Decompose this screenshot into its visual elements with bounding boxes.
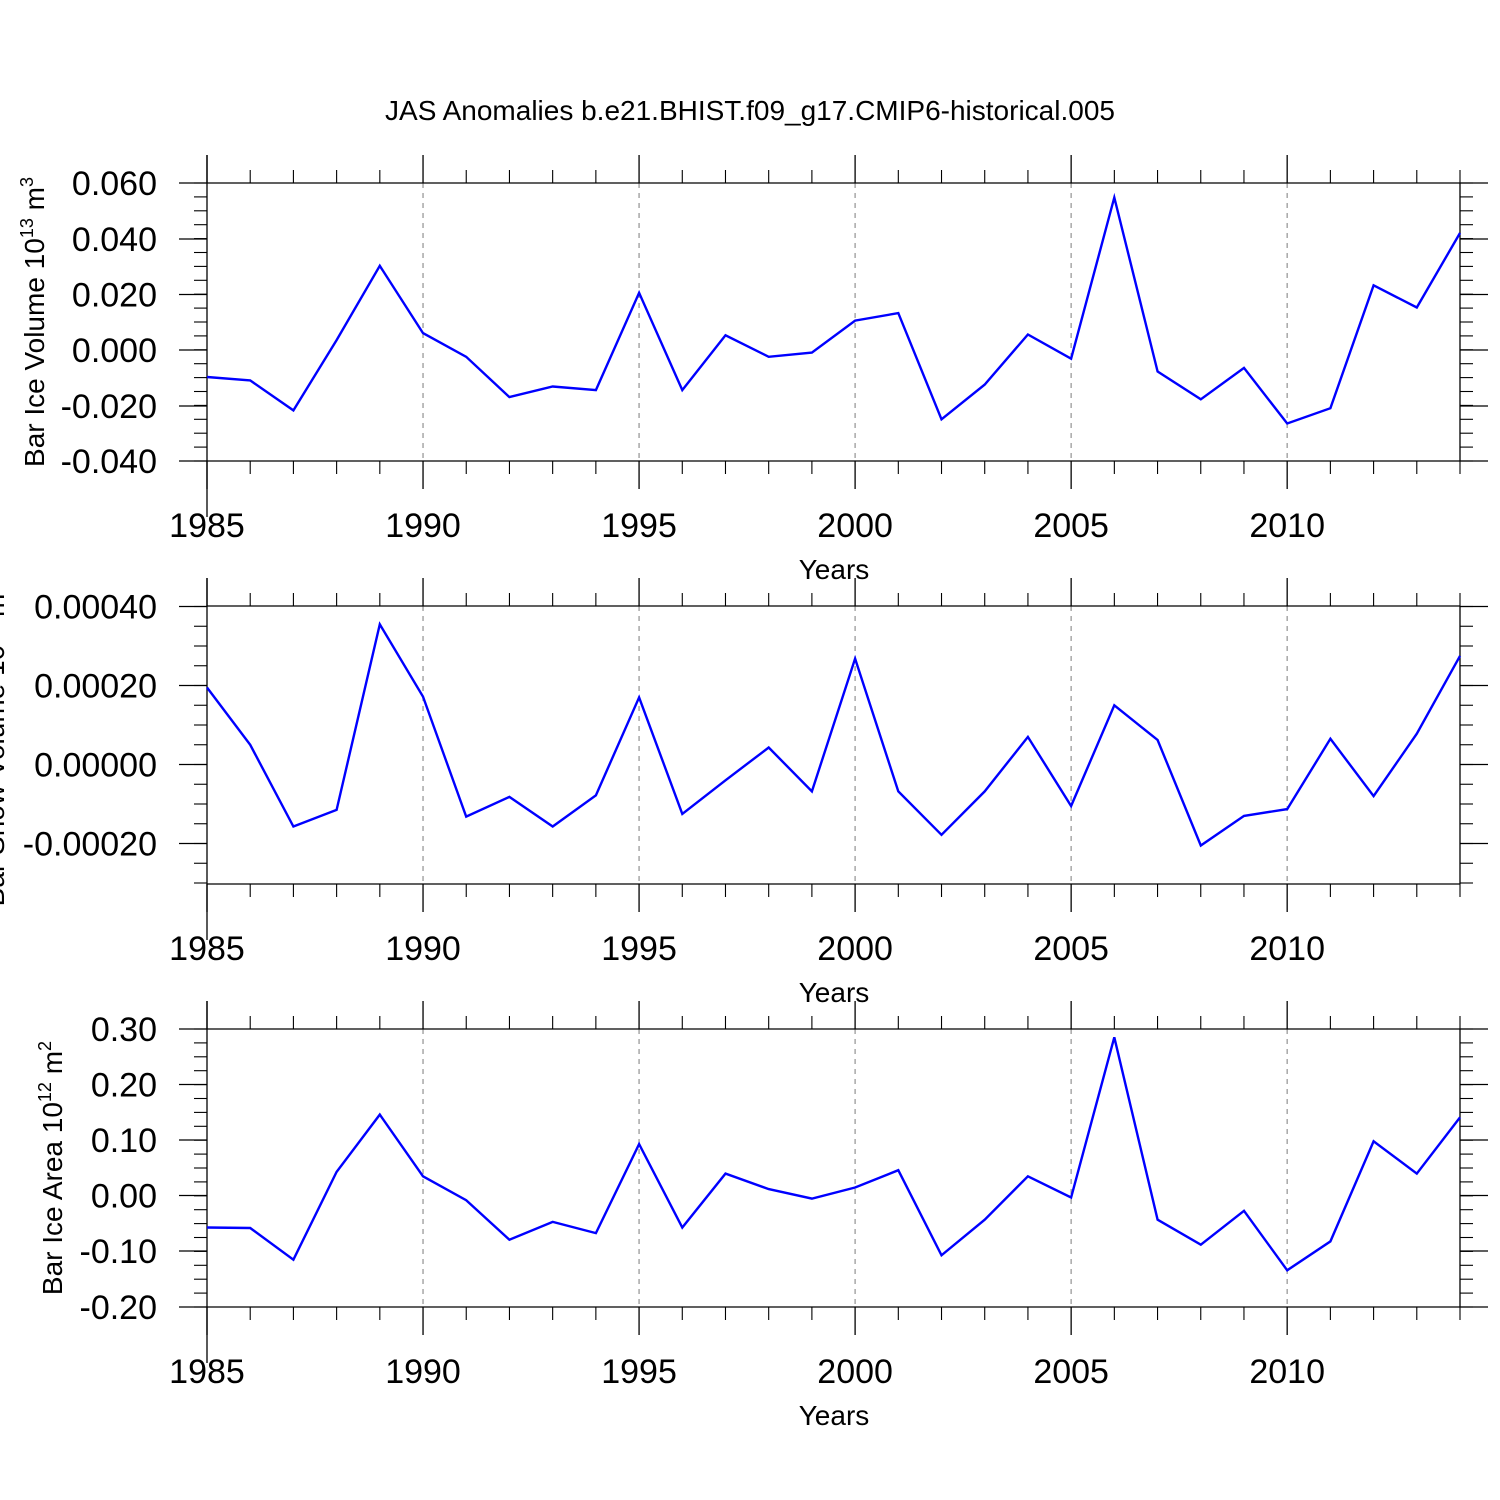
y-tick-label: 0.00000 [34, 747, 157, 785]
y-tick-label: -0.20 [80, 1289, 158, 1327]
y-tick-label: 0.30 [91, 1011, 157, 1049]
x-tick-label: 2005 [1033, 1353, 1109, 1391]
y-axis-title: Bar Ice Volume 1013 m3 [17, 177, 50, 467]
x-tick-label: 2005 [1033, 507, 1109, 545]
x-tick-label: 1990 [385, 930, 461, 968]
y-tick-label: 0.000 [72, 332, 157, 370]
series-line [206, 621, 1462, 848]
y-axis-title-unit: m [19, 187, 50, 218]
x-tick-label: 1985 [169, 507, 245, 545]
x-axis-title: Years [799, 977, 870, 1008]
series-line [206, 1036, 1461, 1272]
y-tick-label: 0.20 [91, 1067, 157, 1105]
y-axis-title: Bar Ice Area 1012 m2 [35, 1041, 68, 1295]
x-tick-label: 1990 [385, 1353, 461, 1391]
y-tick-label: 0.00 [91, 1178, 157, 1216]
x-tick-label: 2000 [817, 1353, 893, 1391]
y-tick-label: 0.00020 [34, 668, 157, 706]
panels: 1985 1990 1995 2000 2005 2010 Years -0.040 -0.02… [0, 155, 1488, 1431]
x-tick-label: 1995 [601, 930, 677, 968]
y-axis-title-text: Bar Snow Volume 10 [0, 645, 10, 907]
title-mask-top [0, 560, 22, 590]
y-tick-label: -0.10 [80, 1233, 158, 1271]
x-tick-label: 2005 [1033, 930, 1109, 968]
figure-title: JAS Anomalies b.e21.BHIST.f09_g17.CMIP6-… [385, 95, 1115, 126]
y-axis-title-text: Bar Ice Area 10 [37, 1102, 68, 1295]
title-mask-bottom [0, 905, 22, 925]
y-axis-title-unit: m [37, 1051, 68, 1082]
x-tick-label: 1985 [169, 930, 245, 968]
y-tick-label: -0.020 [61, 388, 157, 426]
x-tick-label: 1995 [601, 507, 677, 545]
y-tick-label: 0.00040 [34, 589, 157, 627]
panel-3: 1985 1990 1995 2000 2005 2010 Years -0.20 -0.10 0… [35, 1001, 1488, 1431]
panel-1: 1985 1990 1995 2000 2005 2010 Years -0.040 -0.02… [17, 155, 1488, 585]
y-axis-title-unit-exponent: 2 [35, 1041, 55, 1051]
x-tick-label: 1995 [601, 1353, 677, 1391]
series-line [206, 192, 1462, 425]
y-axis-title: Bar Snow Volume 1013 m3 [0, 584, 10, 907]
x-tick-label: 1990 [385, 507, 461, 545]
panel-2: 1985 1990 1995 2000 2005 2010 Years -0.00020 0.0… [0, 578, 1488, 1008]
x-tick-label: 2000 [817, 930, 893, 968]
y-axis-title-unit: m [0, 594, 10, 625]
y-tick-label: 0.060 [72, 165, 157, 203]
y-tick-label: -0.00020 [23, 826, 157, 864]
x-tick-label: 2010 [1249, 1353, 1325, 1391]
x-tick-label: 1985 [169, 1353, 245, 1391]
x-axis-title: Years [799, 1400, 870, 1431]
y-tick-label: 0.020 [72, 277, 157, 315]
x-tick-label: 2010 [1249, 507, 1325, 545]
y-axis-title-exponent: 12 [35, 1082, 55, 1102]
y-axis-title-unit-exponent: 3 [17, 177, 37, 187]
y-axis-title-text: Bar Ice Volume 10 [19, 238, 50, 467]
y-tick-label: -0.040 [61, 443, 157, 481]
x-axis-title: Years [799, 554, 870, 585]
x-tick-label: 2000 [817, 507, 893, 545]
y-tick-label: 0.10 [91, 1122, 157, 1160]
x-tick-label: 2010 [1249, 930, 1325, 968]
y-axis-title-exponent: 13 [17, 218, 37, 238]
y-tick-label: 0.040 [72, 221, 157, 259]
